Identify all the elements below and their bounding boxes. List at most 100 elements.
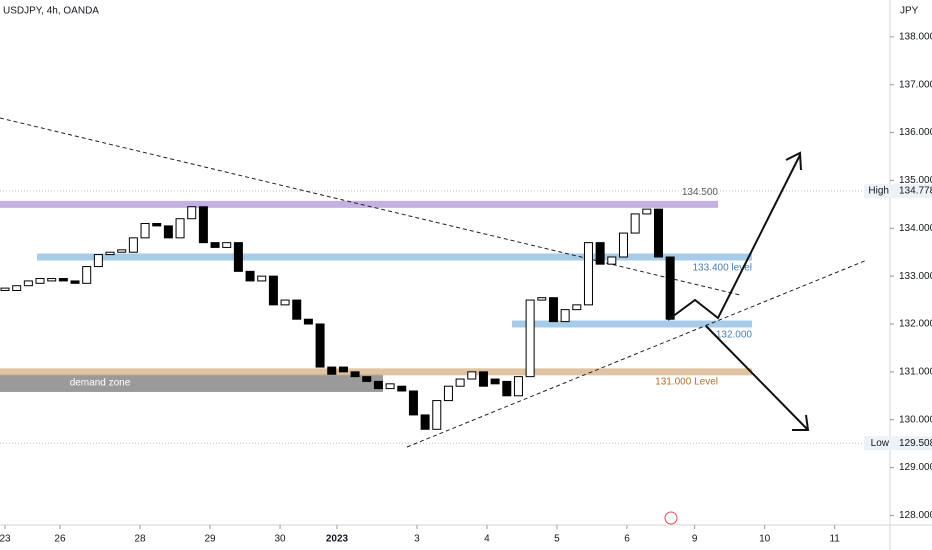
candle-body: [560, 309, 570, 323]
low-name: Low: [871, 438, 890, 449]
low-tag-bg: [864, 436, 932, 451]
candle-body: [490, 378, 500, 385]
x-tick-label: 6: [624, 534, 630, 545]
candle-body: [408, 390, 418, 416]
candle-body: [432, 400, 442, 430]
chart-title: USDJPY, 4h, OANDA: [3, 6, 99, 17]
candle-body: [93, 254, 103, 268]
candle-body: [105, 251, 115, 256]
candle-body: [292, 299, 302, 320]
level-band: [0, 368, 752, 376]
candle-body: [385, 383, 395, 390]
x-tick-label: 30: [274, 534, 286, 545]
candle-body: [82, 266, 92, 284]
candle-body: [222, 242, 232, 248]
candle-body: [233, 242, 243, 272]
candle-body: [618, 232, 628, 258]
high-tag-bg: [864, 184, 932, 199]
price-unit: JPY: [900, 6, 919, 17]
x-tick-label: 4: [484, 534, 490, 545]
candle-body: [583, 242, 593, 306]
candle-body: [525, 299, 535, 378]
y-tick-label: 131.000: [899, 366, 932, 377]
candle-body: [373, 380, 383, 390]
candle-body: [12, 285, 22, 291]
candle-body: [140, 222, 150, 239]
candle-body: [70, 280, 80, 284]
y-tick-label: 128.000: [899, 510, 932, 521]
trendline: [0, 117, 741, 296]
candle-body: [175, 218, 185, 239]
x-tick-label: 11: [829, 534, 840, 545]
y-tick-label: 129.000: [899, 462, 932, 473]
candle-body: [117, 249, 127, 253]
candle-body: [642, 208, 652, 215]
x-tick-label: 5: [554, 534, 560, 545]
level-label: 132.000: [716, 330, 753, 341]
x-tick-label: 2023: [326, 534, 349, 545]
candle-body: [350, 371, 360, 378]
candle-body: [362, 376, 372, 382]
candle-body: [455, 378, 465, 387]
candle-body: [502, 380, 512, 397]
candle-body: [630, 213, 640, 234]
candle-body: [268, 275, 278, 306]
candle-body: [607, 256, 617, 265]
x-tick-label: 29: [204, 534, 216, 545]
candle-body: [58, 278, 68, 282]
high-value: 134.778: [899, 186, 932, 197]
level-band: [0, 200, 718, 208]
y-tick-label: 130.000: [899, 414, 932, 425]
events-icon[interactable]: [664, 511, 678, 525]
x-tick-label: 23: [0, 534, 11, 545]
candle-body: [338, 366, 348, 373]
x-tick-label: 9: [692, 534, 698, 545]
candle-body: [280, 299, 290, 306]
candle-body: [467, 371, 477, 380]
candle-body: [653, 208, 663, 258]
y-tick-label: 137.000: [899, 79, 932, 90]
level-label: 131.000 Level: [655, 376, 718, 387]
high-name: High: [868, 186, 889, 197]
y-tick-label: 136.000: [899, 127, 932, 138]
demand-zone: [0, 374, 383, 392]
candle-body: [152, 222, 162, 227]
candle-body: [245, 270, 255, 282]
candle-body: [478, 371, 488, 387]
candle-body: [548, 297, 558, 323]
x-tick-label: 10: [759, 534, 771, 545]
level-label: 134.500: [682, 187, 719, 198]
y-tick-label: 135.000: [899, 175, 932, 186]
y-tick-label: 138.000: [899, 31, 932, 42]
candle-body: [595, 242, 605, 265]
candle-body: [198, 206, 208, 244]
y-tick-label: 134.000: [899, 223, 932, 234]
candle-body: [257, 275, 267, 282]
y-tick-label: 132.000: [899, 319, 932, 330]
candle-body: [187, 206, 197, 220]
candle-body: [210, 242, 220, 248]
candle-body: [665, 256, 675, 320]
level-band: [37, 253, 752, 261]
candle-body: [0, 287, 10, 291]
candle-body: [163, 225, 173, 239]
level-band: [512, 320, 752, 328]
candle-body: [35, 278, 45, 284]
x-tick-label: 28: [134, 534, 146, 545]
candle-body: [303, 318, 313, 325]
projection-arrows: [667, 151, 810, 431]
candle-body: [443, 385, 453, 402]
low-value: 129.508: [899, 438, 932, 449]
candle-body: [537, 297, 547, 301]
candle-body: [128, 237, 138, 253]
x-tick-label: 3: [414, 534, 420, 545]
trendline: [406, 259, 868, 448]
x-tick-label: 26: [54, 534, 66, 545]
candle-body: [23, 280, 33, 287]
candle-body: [47, 278, 57, 282]
candle-body: [397, 385, 407, 392]
candle-body: [315, 323, 325, 368]
level-label: 133.400 level: [693, 263, 753, 274]
